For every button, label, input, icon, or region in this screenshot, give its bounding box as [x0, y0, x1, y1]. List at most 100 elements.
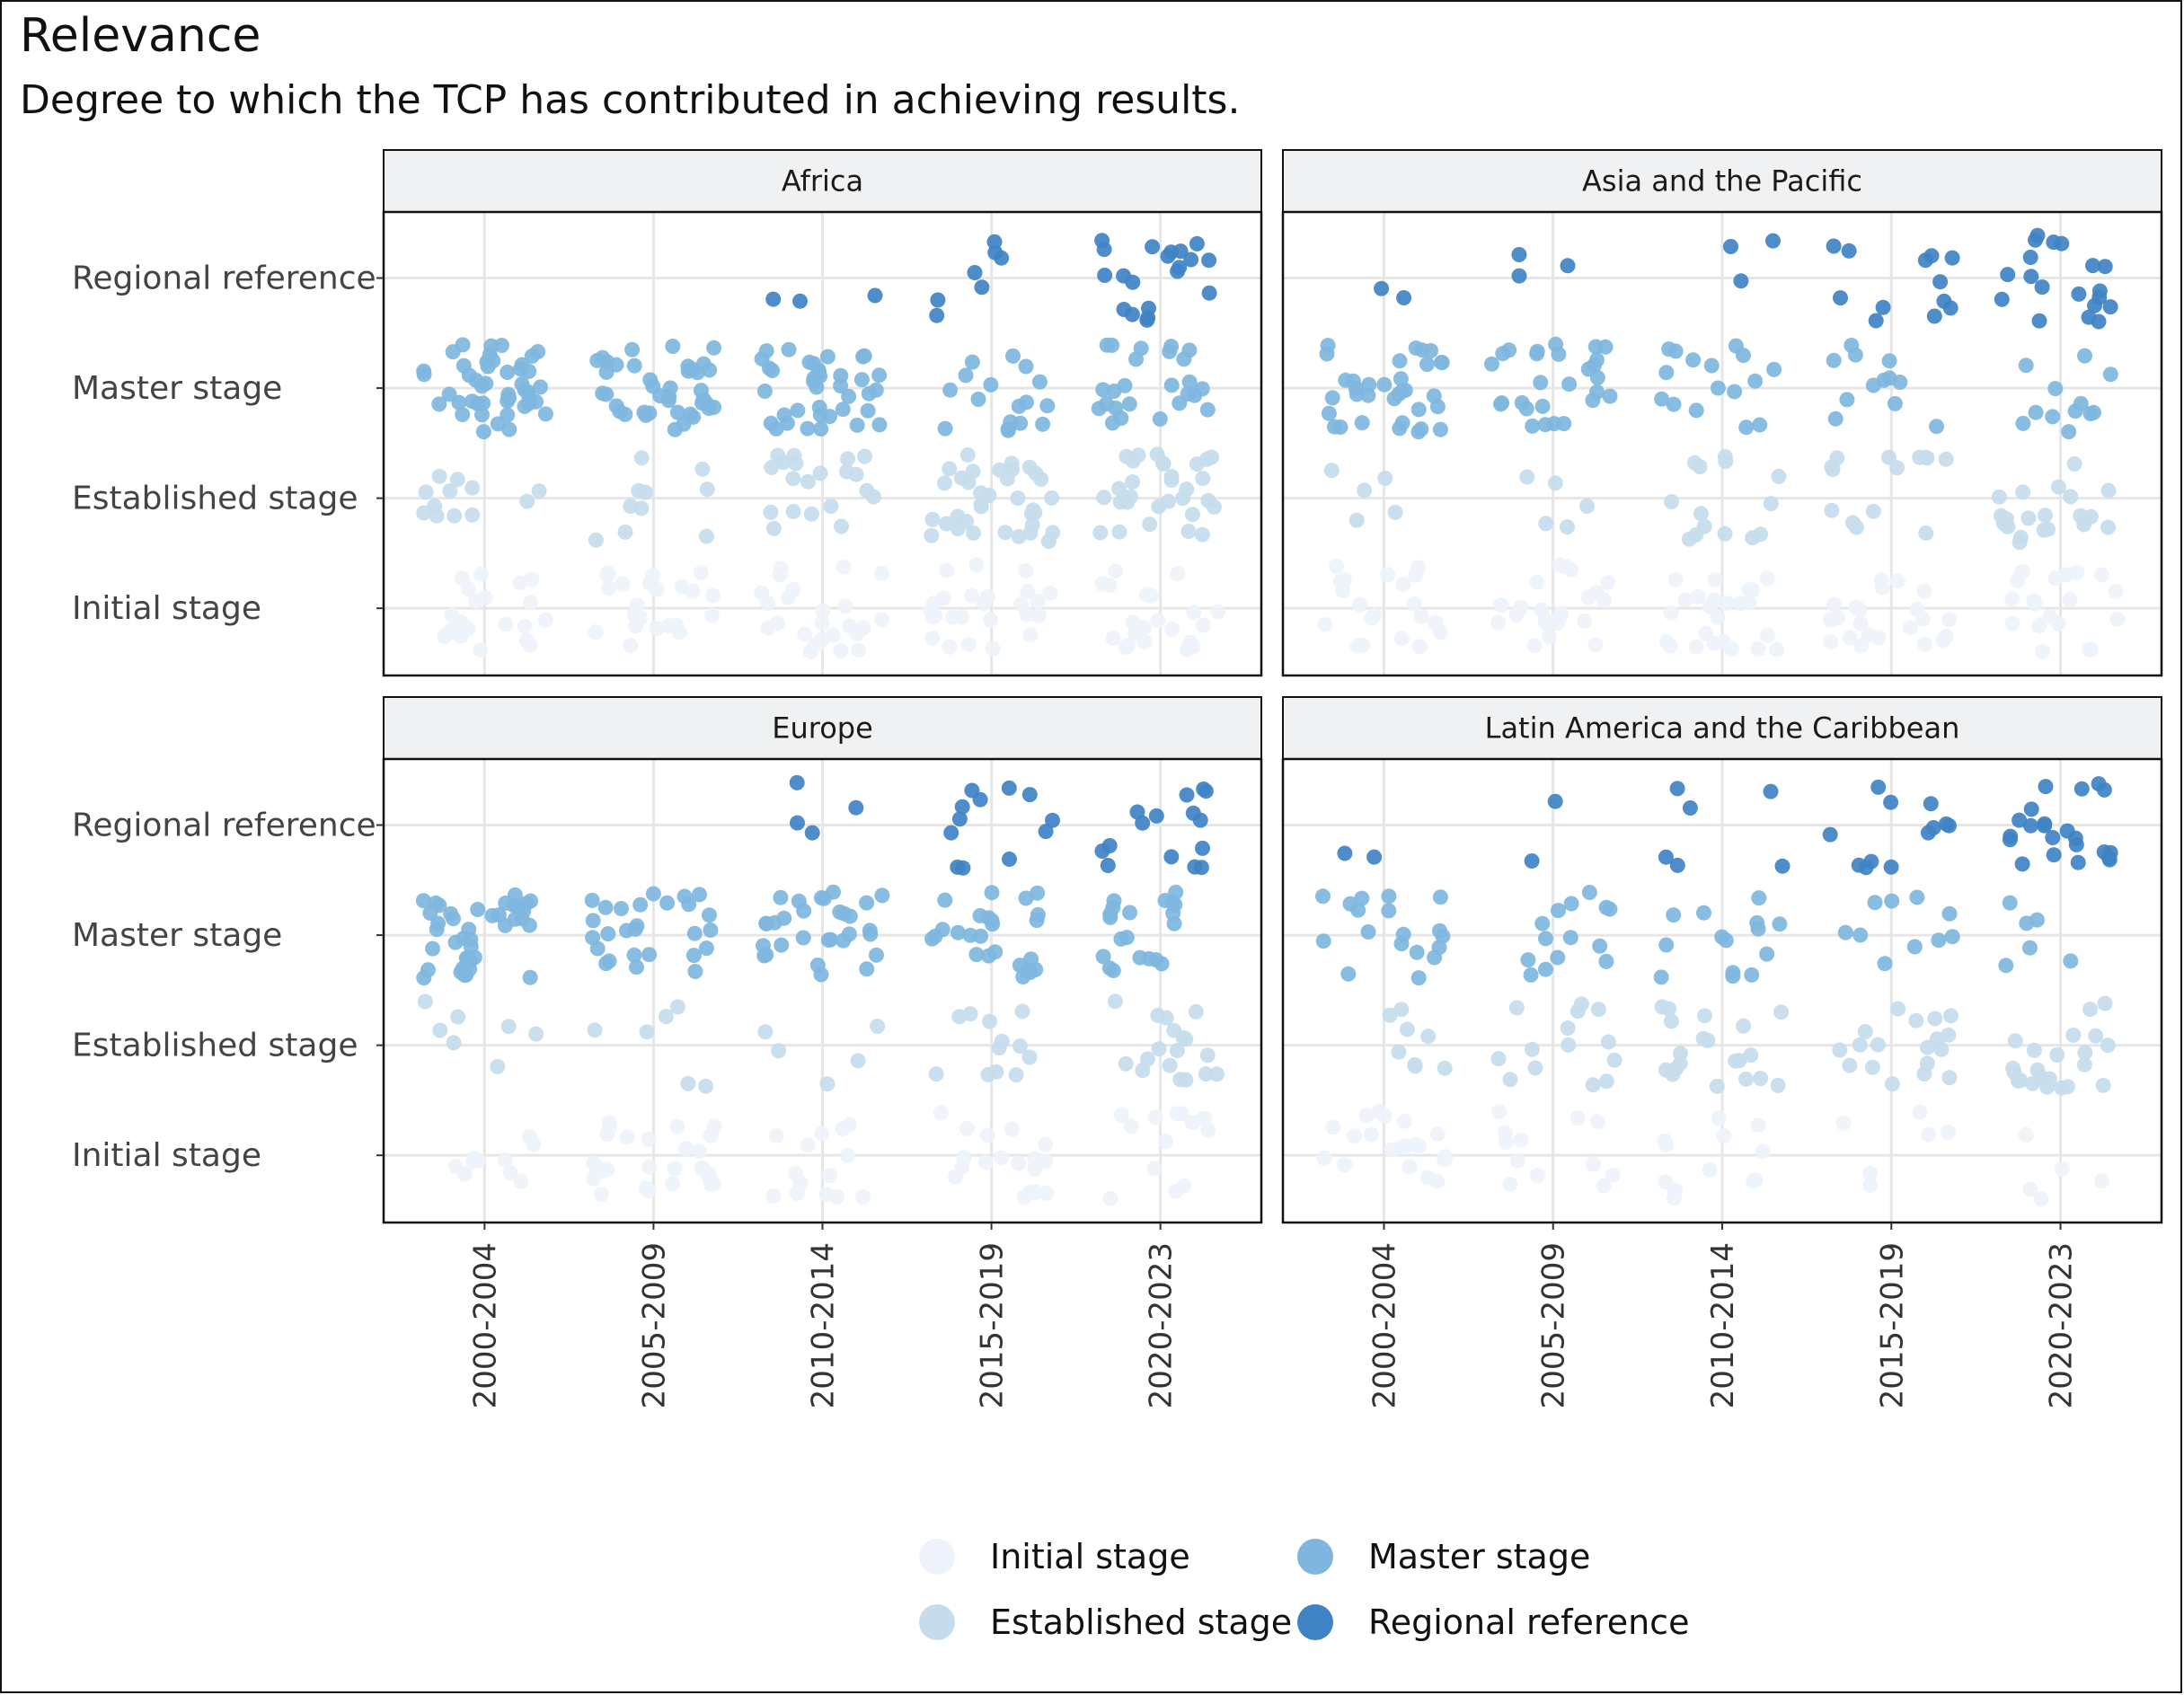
data-point	[584, 892, 600, 908]
data-point	[430, 915, 447, 931]
data-point	[1857, 1024, 1873, 1039]
data-point	[1002, 852, 1017, 867]
data-point	[1347, 1128, 1363, 1144]
data-point	[533, 379, 548, 395]
data-point	[1354, 415, 1370, 431]
data-point	[1150, 613, 1166, 629]
data-point	[2005, 1060, 2021, 1076]
data-point	[601, 580, 617, 596]
data-point	[691, 1143, 707, 1160]
data-point	[1031, 374, 1048, 390]
data-point	[970, 392, 986, 407]
data-point	[2065, 1027, 2082, 1043]
data-point	[2019, 915, 2035, 931]
data-point	[1524, 853, 1540, 869]
data-point	[1363, 1126, 1379, 1143]
data-point	[779, 415, 795, 431]
data-point	[1541, 629, 1557, 645]
data-point	[1733, 596, 1748, 612]
data-point	[1697, 1008, 1712, 1024]
data-point	[626, 358, 642, 374]
data-point	[512, 575, 528, 591]
data-point	[705, 587, 721, 604]
data-point	[693, 565, 709, 580]
data-point	[972, 791, 988, 808]
data-point	[2071, 286, 2087, 302]
data-point	[1994, 291, 2010, 307]
data-point	[1889, 460, 1905, 476]
data-point	[1164, 621, 1180, 637]
data-point	[785, 471, 801, 487]
legend-label: Master stage	[1368, 1537, 1590, 1576]
data-point	[2100, 519, 2116, 535]
data-point	[2085, 258, 2100, 274]
data-point	[1864, 1059, 1880, 1075]
data-point	[1718, 932, 1734, 949]
data-point	[1410, 402, 1427, 418]
data-point	[945, 609, 960, 625]
data-point	[987, 244, 1004, 260]
data-point	[1883, 794, 1899, 810]
data-point	[1497, 1125, 1513, 1141]
data-point	[1155, 455, 1171, 472]
data-point	[698, 528, 714, 544]
data-point	[2012, 534, 2028, 551]
data-point	[770, 447, 786, 463]
data-point	[588, 624, 604, 640]
data-point	[449, 472, 465, 488]
data-point	[1719, 596, 1735, 612]
data-point	[1033, 472, 1049, 487]
data-point	[2037, 817, 2053, 834]
data-point	[667, 421, 683, 437]
data-point	[2076, 1056, 2092, 1073]
data-point	[1770, 1077, 1786, 1093]
data-point	[1709, 1078, 1725, 1094]
data-point	[2025, 1075, 2040, 1091]
data-point	[862, 926, 879, 942]
data-point	[2093, 1173, 2109, 1189]
data-point	[822, 409, 837, 425]
data-point	[1509, 1152, 1525, 1169]
data-point	[1824, 502, 1840, 518]
data-point	[1490, 614, 1507, 631]
data-point	[1118, 640, 1134, 656]
data-point	[1664, 494, 1679, 509]
data-point	[1100, 858, 1116, 873]
data-point	[819, 1076, 836, 1092]
data-point	[1324, 390, 1340, 406]
data-point	[754, 351, 770, 366]
data-point	[1501, 342, 1517, 358]
data-point	[669, 999, 685, 1015]
data-point	[416, 366, 432, 383]
data-point	[943, 825, 959, 841]
data-point	[2018, 358, 2034, 374]
legend-label: Established stage	[990, 1602, 1292, 1642]
data-point	[800, 1137, 816, 1153]
data-point	[706, 340, 722, 356]
data-point	[1569, 1110, 1586, 1126]
data-point	[617, 524, 633, 540]
data-point	[1491, 1104, 1508, 1119]
data-point	[1319, 346, 1335, 362]
data-point	[681, 896, 697, 913]
data-point	[641, 947, 658, 963]
data-point	[1751, 890, 1767, 906]
data-point	[1682, 800, 1698, 816]
data-point	[490, 1058, 506, 1074]
data-point	[480, 358, 496, 375]
data-point	[418, 484, 434, 500]
data-point	[1931, 932, 1947, 949]
data-point	[1354, 890, 1370, 906]
data-point	[1195, 471, 1211, 487]
data-point	[639, 1024, 655, 1040]
data-point	[1432, 421, 1448, 437]
data-point	[1597, 339, 1614, 355]
data-point	[484, 907, 500, 923]
data-point	[942, 639, 958, 655]
data-point	[1130, 447, 1146, 463]
data-point	[1340, 966, 1357, 982]
data-point	[597, 1162, 613, 1179]
data-point	[1012, 958, 1028, 974]
data-point	[829, 1188, 844, 1205]
